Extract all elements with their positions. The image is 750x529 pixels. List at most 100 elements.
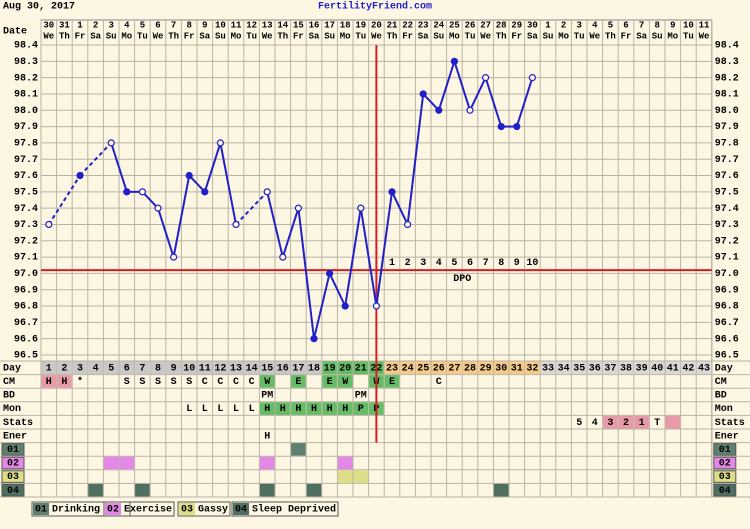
temp-point: [404, 220, 412, 229]
weekday-label: Mo: [340, 31, 351, 41]
temp-segment: [219, 142, 237, 225]
row-label-right: Stats: [715, 418, 745, 429]
day-number: 25: [417, 363, 429, 374]
weekday-label: Su: [324, 31, 335, 41]
cell-highlight: [41, 375, 57, 388]
day-cell: [478, 361, 493, 375]
row-label-right: Mon: [715, 404, 733, 415]
y-tick-label: 97.2: [14, 236, 38, 247]
date-label: 4: [592, 20, 598, 30]
weekday-label: Tu: [246, 31, 257, 41]
date-label: 23: [418, 20, 429, 30]
cell-value: S: [155, 377, 161, 388]
day-cell: [181, 361, 197, 375]
cell-value: H: [46, 377, 52, 388]
symptom-mark: [259, 456, 275, 470]
temp-point: [388, 188, 396, 196]
cell-value: H: [342, 404, 348, 415]
day-number: 29: [480, 363, 492, 374]
weekday-label: Sa: [309, 31, 320, 41]
symptom-code-box: [713, 443, 737, 456]
y-tick-label-right: 97.7: [715, 155, 739, 166]
y-tick-label: 97.0: [14, 269, 38, 280]
day-number: 2: [61, 363, 67, 374]
weekday-label: We: [153, 31, 164, 41]
weekday-label: Fr: [511, 31, 522, 41]
day-number: 30: [495, 363, 507, 374]
temp-point: [466, 106, 474, 114]
symptom-code: 04: [719, 486, 731, 497]
day-number: 36: [589, 363, 601, 374]
day-cell: [88, 361, 103, 375]
temp-segment: [515, 77, 534, 127]
cell-value: W: [342, 377, 348, 388]
day-cell: [41, 361, 57, 375]
row-label-right: CM: [715, 377, 727, 388]
symptom-code-box: [1, 456, 25, 470]
dpo-number: 5: [451, 258, 457, 269]
temp-segment: [453, 61, 471, 111]
cell-highlight: [259, 375, 275, 388]
temp-segment: [344, 208, 362, 307]
cell-highlight: [603, 415, 618, 429]
weekday-label: Su: [652, 31, 663, 41]
row-label: Ener: [3, 431, 27, 442]
y-tick-label-right: 97.5: [715, 187, 739, 198]
day-cell: [681, 361, 696, 375]
day-number: 27: [448, 363, 460, 374]
temp-segment: [469, 77, 487, 111]
day-number: 1: [46, 363, 52, 374]
weekday-label: We: [262, 31, 273, 41]
cell-highlight: [337, 402, 353, 415]
date-label: 3: [108, 20, 113, 30]
weekday-label: Fr: [75, 31, 86, 41]
cell-value: S: [186, 377, 192, 388]
date-label: 9: [202, 20, 207, 30]
cell-value: H: [295, 404, 301, 415]
day-number: 15: [261, 363, 273, 374]
day-cell: [166, 361, 181, 375]
day-cell: [447, 361, 462, 375]
temp-segment: [281, 207, 300, 258]
day-number: 24: [402, 363, 414, 374]
y-tick-label: 96.8: [14, 302, 38, 313]
day-cell: [213, 361, 228, 375]
temp-segment: [359, 208, 378, 307]
temp-point: [263, 188, 271, 196]
day-number: 40: [651, 363, 663, 374]
cell-highlight: [384, 375, 400, 388]
cell-highlight: [665, 415, 681, 429]
cell-highlight: [259, 402, 275, 415]
y-tick-label-right: 96.8: [715, 302, 739, 313]
dpo-number: 7: [483, 258, 489, 269]
temp-point: [435, 106, 443, 114]
cell-value: E: [295, 377, 301, 388]
y-tick-label: 97.4: [14, 204, 38, 215]
site-name[interactable]: FertilityFriend.com: [318, 1, 432, 13]
day-number: 17: [292, 363, 304, 374]
day-number: 3: [77, 363, 83, 374]
date-label: 10: [215, 20, 226, 30]
weekday-label: Tu: [574, 31, 585, 41]
cell-value: 1: [639, 418, 645, 429]
date-label: 10: [683, 20, 694, 30]
legend-name: Exercise: [124, 504, 172, 516]
cell-value: L: [233, 404, 239, 415]
date-label: 29: [511, 20, 522, 30]
temp-segment: [188, 174, 206, 193]
day-cell: [197, 361, 213, 375]
weekday-label: Th: [277, 31, 288, 41]
symptom-mark: [259, 483, 275, 497]
day-cell: [431, 361, 447, 375]
cell-value: T: [654, 418, 660, 429]
cell-value: L: [217, 404, 223, 415]
y-tick-label-right: 97.1: [715, 253, 739, 264]
day-number: 38: [620, 363, 632, 374]
row-label-right: BD: [715, 391, 727, 402]
weekday-label: We: [480, 31, 491, 41]
day-number: 39: [636, 363, 648, 374]
temp-gap-segment: [235, 191, 268, 226]
cell-value: 4: [592, 418, 598, 429]
cell-highlight: [337, 375, 353, 388]
temp-point: [45, 220, 53, 229]
